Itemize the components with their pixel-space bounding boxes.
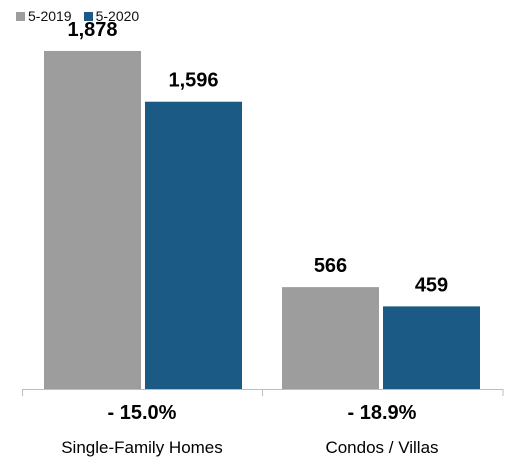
legend-item-2020: 5-2020 — [83, 8, 140, 24]
bar-2020-single-family — [145, 101, 242, 389]
bar-2020-condos — [383, 306, 480, 389]
data-label-2020-single-family: 1,596 — [168, 70, 218, 92]
legend-label-2020: 5-2020 — [95, 8, 140, 24]
data-label-2020-condos: 459 — [415, 274, 448, 296]
bar-2019-single-family — [44, 50, 141, 390]
legend-swatch-2019 — [16, 11, 25, 21]
bar-2019-condos — [282, 287, 379, 389]
change-label-single-family: - 15.0% — [108, 402, 177, 424]
legend-swatch-2020 — [83, 11, 93, 21]
legend-item-2019: 5-2019 — [16, 8, 72, 24]
data-label-2019-single-family: 1,878 — [67, 19, 117, 41]
data-label-2019-condos: 566 — [314, 255, 347, 277]
legend: 5-2019 5-2020 — [16, 8, 139, 24]
category-label-condos: Condos / Villas — [325, 438, 438, 457]
legend-label-2019: 5-2019 — [28, 8, 72, 24]
category-label-single-family: Single-Family Homes — [61, 438, 223, 457]
change-label-condos: - 18.9% — [348, 402, 417, 424]
